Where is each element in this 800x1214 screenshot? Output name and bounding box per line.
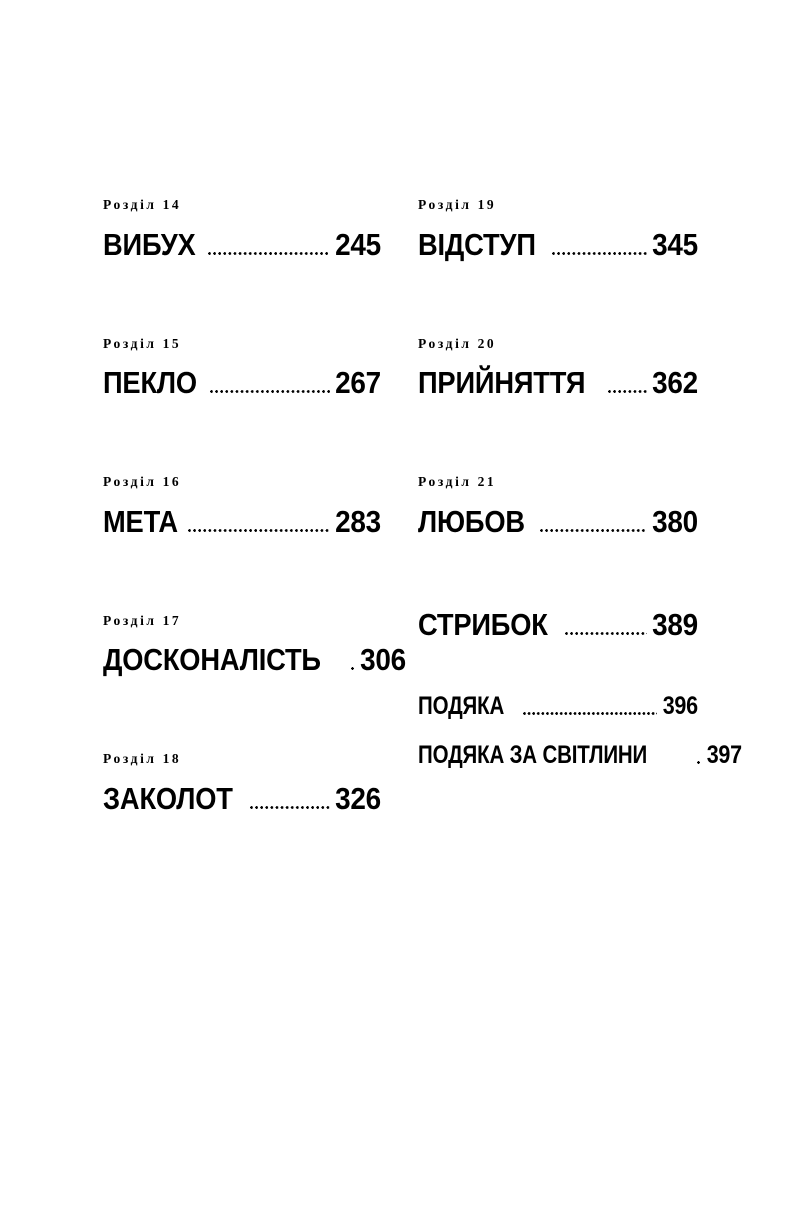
entry-page-number: 362 xyxy=(652,365,698,400)
entry-gap xyxy=(418,719,698,743)
entry-page-number: 245 xyxy=(335,226,381,262)
chapter-label: Розділ 17 xyxy=(103,612,182,628)
dot-leader xyxy=(551,244,648,260)
entry-page-number: 396 xyxy=(662,691,698,720)
entry-title: МЕТА xyxy=(103,503,178,539)
toc-entry[interactable]: Розділ 16 МЕТА 283 xyxy=(103,475,381,537)
entry-page-number: 283 xyxy=(335,503,381,539)
entry-line: ДОСКОНАЛІСТЬ 306 xyxy=(103,642,406,677)
dot-leader xyxy=(539,521,648,537)
entry-page-number: 389 xyxy=(652,606,698,642)
entry-line: ПОДЯКА 396 xyxy=(418,691,698,720)
entry-line: ВИБУХ 245 xyxy=(103,229,381,260)
entry-title: ЛЮБОВ xyxy=(418,503,525,539)
toc-entry[interactable]: Розділ 20 ПРИЙНЯТТЯ 362 xyxy=(418,335,698,398)
entry-title: ПРИЙНЯТТЯ xyxy=(418,365,586,400)
entry-page-number: 326 xyxy=(335,780,381,816)
dot-leader xyxy=(208,244,331,260)
entry-title: ПЕКЛО xyxy=(103,365,197,400)
entry-line: ПОДЯКА ЗА СВІТЛИНИ 397 xyxy=(418,740,742,769)
entry-line: СТРИБОК 389 xyxy=(418,609,698,640)
entry-line: ЛЮБОВ 380 xyxy=(418,506,698,537)
dot-leader xyxy=(350,659,355,675)
dot-leader xyxy=(697,752,702,768)
entry-title: ВІДСТУП xyxy=(418,226,536,262)
entry-gap xyxy=(103,537,381,614)
dot-leader xyxy=(608,382,648,398)
entry-line: ЗАКОЛОТ 326 xyxy=(103,783,381,814)
entry-title: СТРИБОК xyxy=(418,606,548,642)
chapter-label: Розділ 20 xyxy=(418,335,497,351)
entry-line: ПРИЙНЯТТЯ 362 xyxy=(418,367,698,398)
entry-gap xyxy=(103,675,381,752)
entry-page-number: 306 xyxy=(359,642,406,677)
chapter-label: Розділ 21 xyxy=(418,474,497,489)
entry-page-number: 380 xyxy=(652,503,698,539)
chapter-label: Розділ 15 xyxy=(103,335,182,351)
toc-entry[interactable]: Розділ 18 ЗАКОЛОТ 326 xyxy=(103,752,381,814)
toc-column-left: Розділ 14 ВИБУХ 245 Розділ 15 ПЕКЛО 267 xyxy=(103,198,406,814)
entry-line: ВІДСТУП 345 xyxy=(418,229,698,260)
toc-entry[interactable]: ПОДЯКА ЗА СВІТЛИНИ 397 xyxy=(418,740,742,769)
entry-gap xyxy=(418,398,698,475)
entry-gap xyxy=(418,640,698,694)
chapter-label: Розділ 14 xyxy=(103,197,182,212)
entry-line: МЕТА 283 xyxy=(103,506,381,537)
entry-page-number: 267 xyxy=(335,365,381,400)
toc-entry[interactable]: Розділ 21 ЛЮБОВ 380 xyxy=(418,475,698,537)
entry-gap xyxy=(418,537,698,609)
entry-title: ПОДЯКА xyxy=(418,691,505,720)
entry-title: ВИБУХ xyxy=(103,226,196,262)
entry-title: ЗАКОЛОТ xyxy=(103,780,233,816)
toc-entry[interactable]: Розділ 15 ПЕКЛО 267 xyxy=(103,335,381,398)
dot-leader xyxy=(209,382,331,398)
entry-gap xyxy=(103,398,381,475)
entry-gap xyxy=(418,260,698,337)
toc-column-right: Розділ 19 ВІДСТУП 345 Розділ 20 ПРИЙНЯТТ… xyxy=(418,198,742,769)
chapter-label: Розділ 18 xyxy=(103,751,182,766)
chapter-label: Розділ 19 xyxy=(418,197,497,212)
toc-entry[interactable]: Розділ 19 ВІДСТУП 345 xyxy=(418,198,698,260)
toc-entry[interactable]: Розділ 17 ДОСКОНАЛІСТЬ 306 xyxy=(103,612,406,677)
chapter-label: Розділ 16 xyxy=(103,474,182,489)
dot-leader xyxy=(565,624,647,640)
dot-leader xyxy=(522,703,658,719)
dot-leader xyxy=(188,521,331,537)
entry-page-number: 345 xyxy=(652,226,698,262)
toc-entry[interactable]: СТРИБОК 389 xyxy=(418,609,698,640)
entry-title: ПОДЯКА ЗА СВІТЛИНИ xyxy=(418,740,648,769)
entry-title: ДОСКОНАЛІСТЬ xyxy=(103,642,321,677)
entry-gap xyxy=(103,260,381,337)
entry-line: ПЕКЛО 267 xyxy=(103,367,381,398)
dot-leader xyxy=(250,798,330,814)
toc-entry[interactable]: Розділ 14 ВИБУХ 245 xyxy=(103,198,381,260)
entry-page-number: 397 xyxy=(707,740,743,769)
toc-entry[interactable]: ПОДЯКА 396 xyxy=(418,691,698,720)
